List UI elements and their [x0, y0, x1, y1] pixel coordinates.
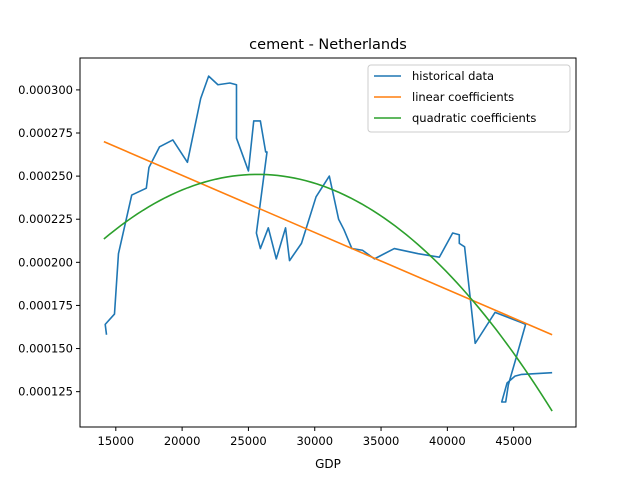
y-tick-label: 0.000250	[18, 169, 73, 183]
series-line-historical-data	[104, 75, 553, 403]
y-axis: 0.000125 0.000150 0.000175 0.000200 0.000225…	[18, 83, 80, 399]
x-tick-label: 25000	[230, 434, 267, 448]
y-tick-label: 0.000300	[18, 83, 73, 97]
x-axis-label: GDP	[315, 457, 341, 471]
y-tick-label: 0.000125	[18, 385, 73, 399]
x-tick-label: 45000	[495, 434, 532, 448]
y-tick-label: 0.000200	[18, 255, 73, 269]
chart-title: cement - Netherlands	[249, 37, 407, 53]
y-tick-label: 0.000275	[18, 126, 73, 140]
y-tick-label: 0.000225	[18, 212, 73, 226]
plot-frame	[79, 57, 577, 428]
y-tick-label: 0.000150	[18, 342, 73, 356]
legend-box	[367, 64, 571, 133]
x-tick-label: 40000	[429, 434, 466, 448]
legend: historical data linear coefficients quadra…	[367, 64, 571, 133]
x-tick-label: 15000	[98, 434, 135, 448]
plot-area	[103, 75, 553, 412]
legend-label: quadratic coefficients	[412, 111, 536, 125]
legend-label: linear coefficients	[412, 90, 514, 104]
series-line-linear-coefficients	[103, 140, 553, 336]
x-tick-label: 20000	[164, 434, 201, 448]
x-tick-label: 35000	[363, 434, 400, 448]
x-axis: 15000 20000 25000 30000 35000 40000 45000	[98, 427, 532, 448]
y-tick-label: 0.000175	[18, 298, 73, 312]
legend-label: historical data	[412, 69, 494, 83]
series-line-quadratic-coefficients	[103, 173, 553, 412]
x-tick-label: 30000	[296, 434, 333, 448]
